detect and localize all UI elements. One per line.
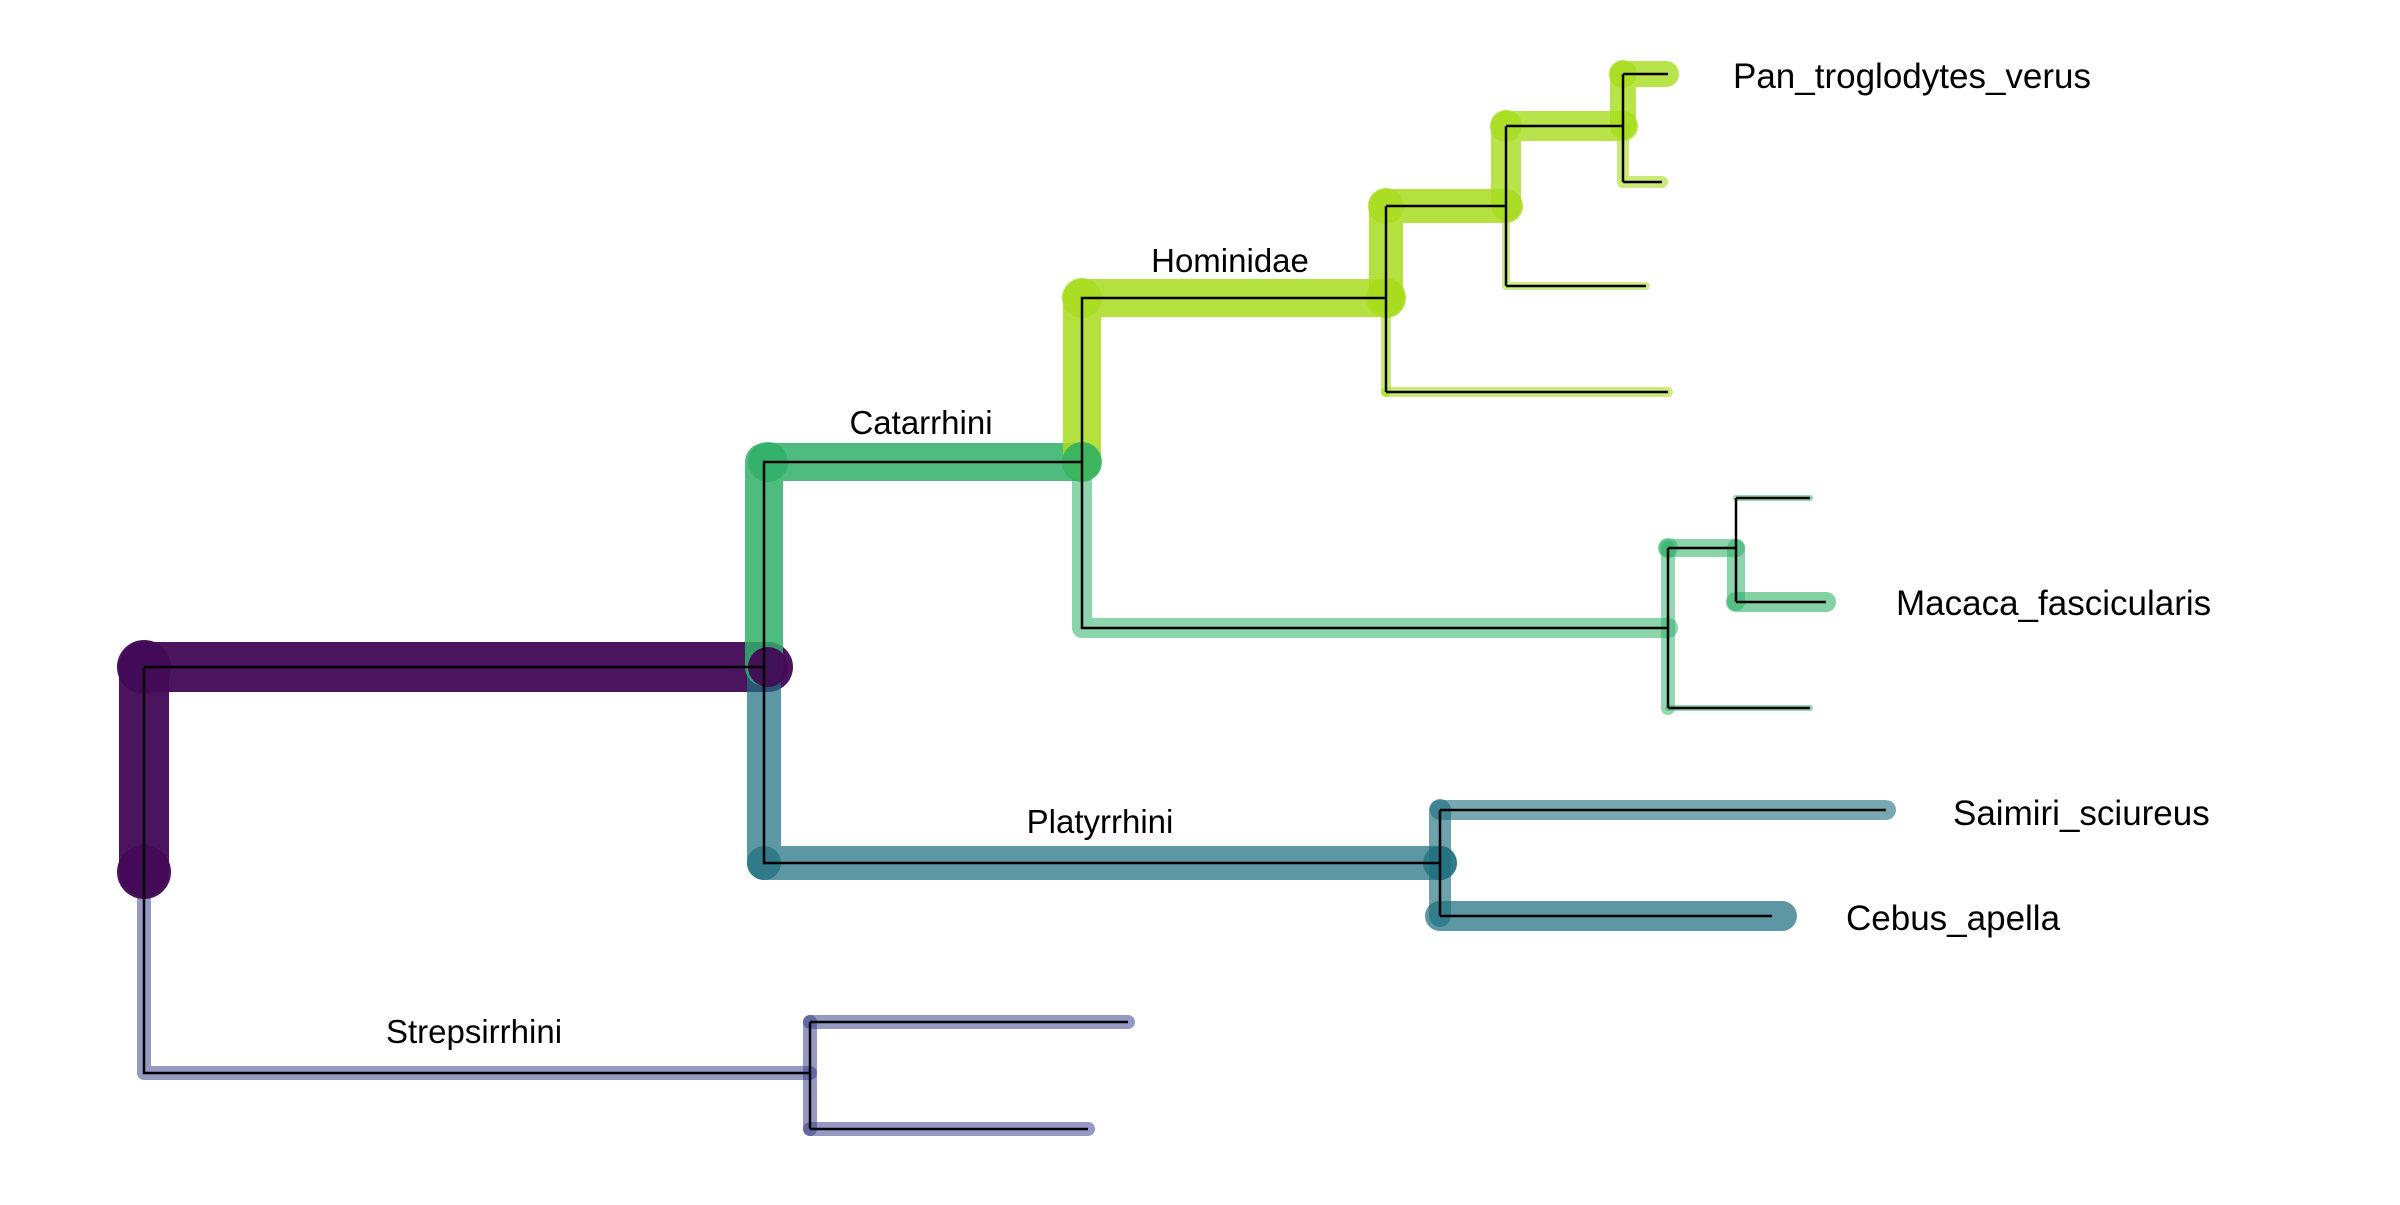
thick-branch-layer [117, 60, 1896, 1136]
hominidae-tip3-branch [1502, 202, 1650, 290]
tip-label-saimiri: Saimiri_sciureus [1953, 794, 2210, 833]
ancestral-node-circle [748, 647, 788, 687]
clade-label-hominidae: Hominidae [1151, 242, 1309, 279]
root-thin [142, 665, 764, 872]
hominidae-tip2-branch [1617, 120, 1668, 188]
hominidae-thin [1080, 72, 1668, 462]
thin-branch-layer [142, 72, 1886, 1131]
clade-label-platyrrhini: Platyrrhini [1027, 803, 1174, 840]
clade-label-strepsirrhini: Strepsirrhini [386, 1013, 562, 1050]
hominidae-stem-branch [1063, 279, 1405, 481]
tip-label-pan: Pan_troglodytes_verus [1733, 57, 2091, 96]
hominidae-inner2-branch [1491, 111, 1638, 221]
catarrhini-stem-branch [745, 443, 1101, 686]
tip-label-macaca: Macaca_fascicularis [1896, 584, 2211, 623]
hominidae-inner1-branch [1369, 189, 1523, 315]
catarrhini-thin [762, 460, 1668, 667]
tip-label-cebus: Cebus_apella [1846, 899, 2061, 938]
label-layer: Strepsirrhini Platyrrhini Catarrhini Hom… [386, 57, 2211, 1050]
platyrrhini-thin [762, 667, 1886, 918]
strepsirrhini-thin [142, 872, 1128, 1131]
macaca-thin [1666, 496, 1826, 710]
macaca-stem-branch [1072, 452, 1678, 638]
clade-label-catarrhini: Catarrhini [849, 404, 992, 441]
